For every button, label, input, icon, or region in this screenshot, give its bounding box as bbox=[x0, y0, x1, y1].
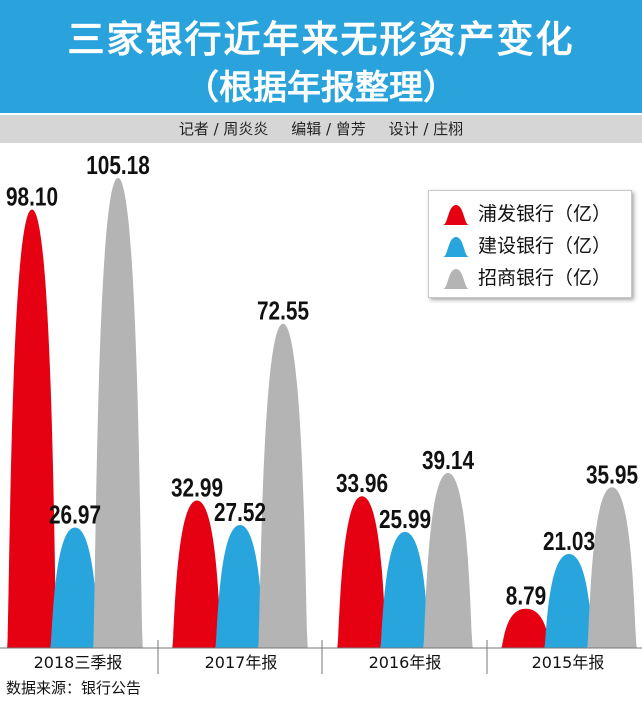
legend-item-ccb: 建设银行（亿） bbox=[429, 230, 631, 262]
peak-mark-s1-c4 bbox=[501, 608, 551, 648]
peak-mark-s3-c2 bbox=[258, 323, 308, 648]
chart-subtitle: （根据年报整理） bbox=[185, 68, 457, 108]
peak-mark-s1-c2 bbox=[172, 500, 222, 648]
value-label-s3-c2: 72.55 bbox=[257, 297, 309, 326]
legend-peak-icon bbox=[443, 205, 469, 225]
credits-bar: 记者 / 周炎炎 编辑 / 曾芳 设计 / 庄栩 bbox=[0, 115, 642, 143]
peak-mark-s3-c3 bbox=[423, 473, 473, 648]
data-source-note: 数据来源：银行公告 bbox=[6, 679, 142, 697]
legend-item-cmb: 招商银行（亿） bbox=[429, 262, 631, 294]
chart-title: 三家银行近年来无形资产变化 bbox=[67, 18, 575, 61]
peak-marks bbox=[7, 177, 637, 649]
legend-label: 建设银行（亿） bbox=[478, 235, 612, 257]
credit-designer: 设计 / 庄栩 bbox=[388, 120, 464, 138]
category-label-2016: 2016年报 bbox=[369, 653, 442, 672]
credit-editor: 编辑 / 曾芳 bbox=[291, 120, 366, 138]
legend-label: 招商银行（亿） bbox=[478, 267, 612, 289]
value-label-s1-c2: 32.99 bbox=[171, 473, 223, 502]
value-label-s1-c1: 98.10 bbox=[6, 182, 58, 211]
value-label-s3-c4: 35.95 bbox=[586, 460, 638, 489]
value-label-s2-c2: 27.52 bbox=[214, 498, 266, 527]
category-label-2018q3: 2018三季报 bbox=[34, 653, 123, 672]
peak-mark-s2-c4 bbox=[544, 553, 594, 648]
value-label-s2-c1: 26.97 bbox=[49, 500, 101, 529]
value-label-s1-c4: 8.79 bbox=[506, 582, 546, 611]
value-labels: 98.10 32.99 33.96 8.79 26.97 27.52 25.99 21.03 1… bbox=[6, 151, 638, 611]
peak-mark-s1-c1 bbox=[7, 209, 57, 649]
value-label-s1-c3: 33.96 bbox=[336, 469, 388, 498]
legend-item-spdb: 浦发银行（亿） bbox=[429, 198, 631, 230]
legend-peak-icon bbox=[443, 237, 469, 257]
peak-mark-s2-c2 bbox=[215, 524, 265, 648]
peak-mark-s2-c1 bbox=[50, 527, 100, 648]
peak-mark-s3-c4 bbox=[587, 487, 637, 648]
header-banner: 三家银行近年来无形资产变化 （根据年报整理） bbox=[0, 0, 642, 113]
credit-reporter: 记者 / 周炎炎 bbox=[178, 120, 269, 138]
value-label-s3-c3: 39.14 bbox=[422, 446, 474, 475]
value-label-s2-c4: 21.03 bbox=[543, 527, 595, 556]
legend-peak-icon bbox=[443, 269, 469, 289]
peak-mark-s2-c3 bbox=[380, 531, 430, 648]
value-label-s2-c3: 25.99 bbox=[379, 505, 431, 534]
category-label-2017: 2017年报 bbox=[205, 653, 278, 672]
value-label-s3-c1: 105.18 bbox=[86, 151, 150, 180]
chart-plot: 98.10 32.99 33.96 8.79 26.97 27.52 25.99 21.03 1… bbox=[0, 151, 642, 674]
chart-legend: 浦发银行（亿） 建设银行（亿） 招商银行（亿） bbox=[428, 190, 632, 298]
category-label-2015: 2015年报 bbox=[532, 653, 605, 672]
legend-label: 浦发银行（亿） bbox=[478, 203, 612, 225]
peak-mark-s3-c1 bbox=[93, 177, 143, 648]
peak-mark-s1-c3 bbox=[337, 496, 387, 648]
